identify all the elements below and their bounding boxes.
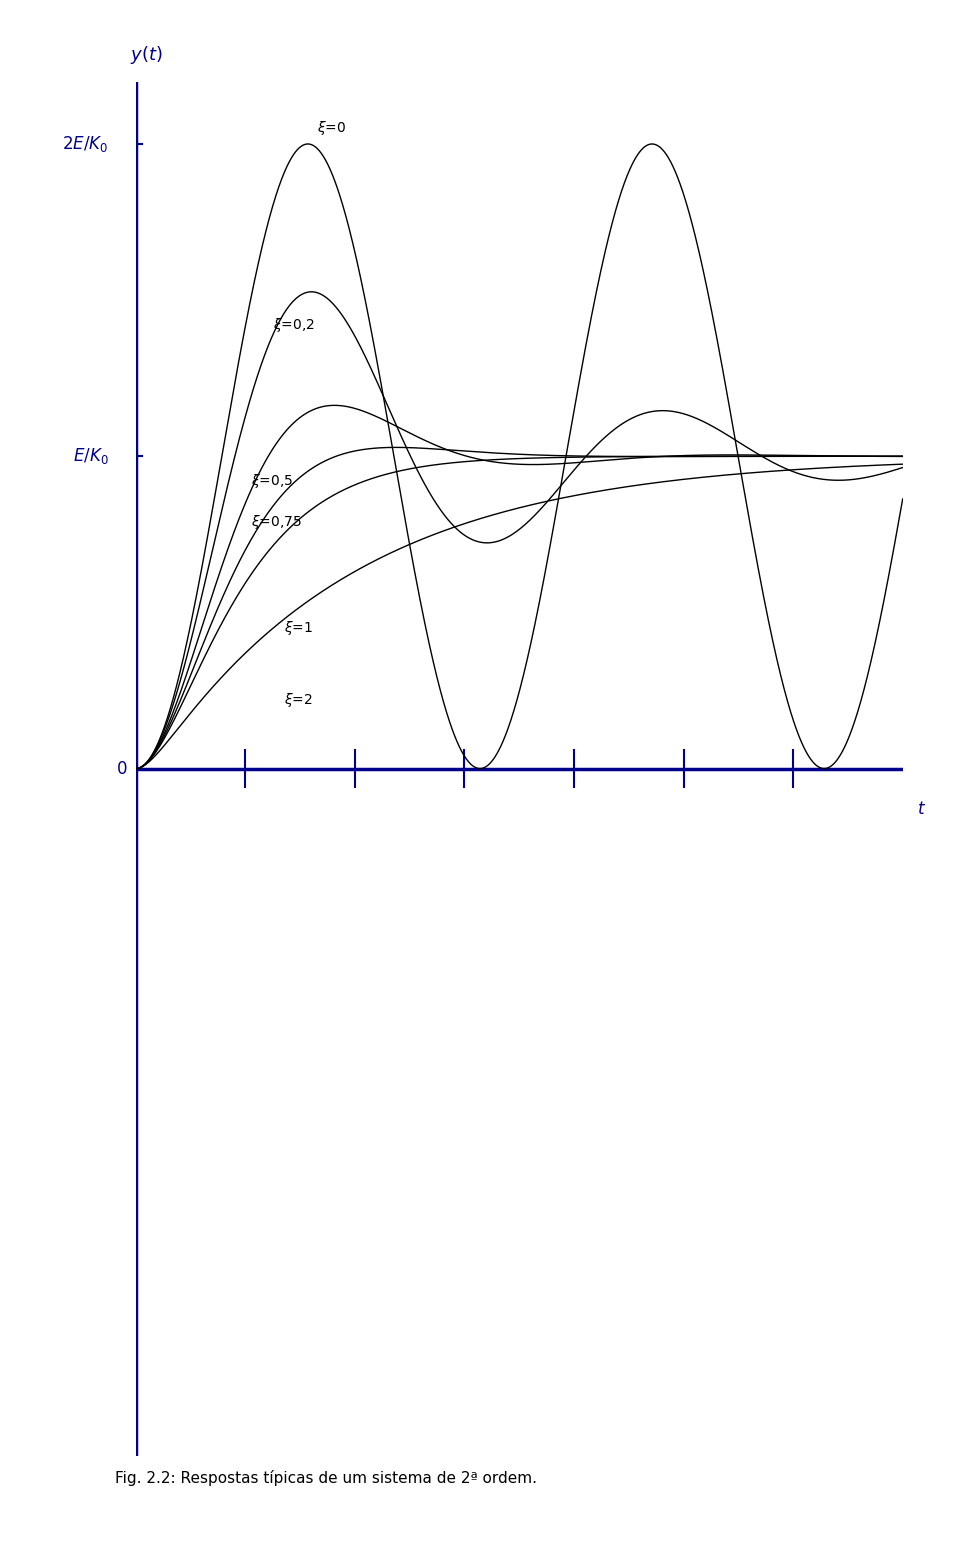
Text: $t$: $t$ xyxy=(918,800,926,817)
Text: $\xi$=0,5: $\xi$=0,5 xyxy=(251,472,293,491)
Text: $E/K_0$: $E/K_0$ xyxy=(73,446,108,466)
Text: $\xi$=0,2: $\xi$=0,2 xyxy=(273,316,315,334)
Text: $\xi$=0: $\xi$=0 xyxy=(317,119,346,138)
Text: $\xi$=1: $\xi$=1 xyxy=(283,619,313,638)
Text: $2E/K_0$: $2E/K_0$ xyxy=(62,135,108,153)
Text: 0: 0 xyxy=(117,760,128,777)
Text: $\xi$=2: $\xi$=2 xyxy=(283,690,312,709)
Text: $\xi$=0,75: $\xi$=0,75 xyxy=(251,512,301,531)
Text: $y(t)$: $y(t)$ xyxy=(131,43,163,67)
Text: Fig. 2.2: Respostas típicas de um sistema de 2ª ordem.: Fig. 2.2: Respostas típicas de um sistem… xyxy=(115,1471,538,1486)
